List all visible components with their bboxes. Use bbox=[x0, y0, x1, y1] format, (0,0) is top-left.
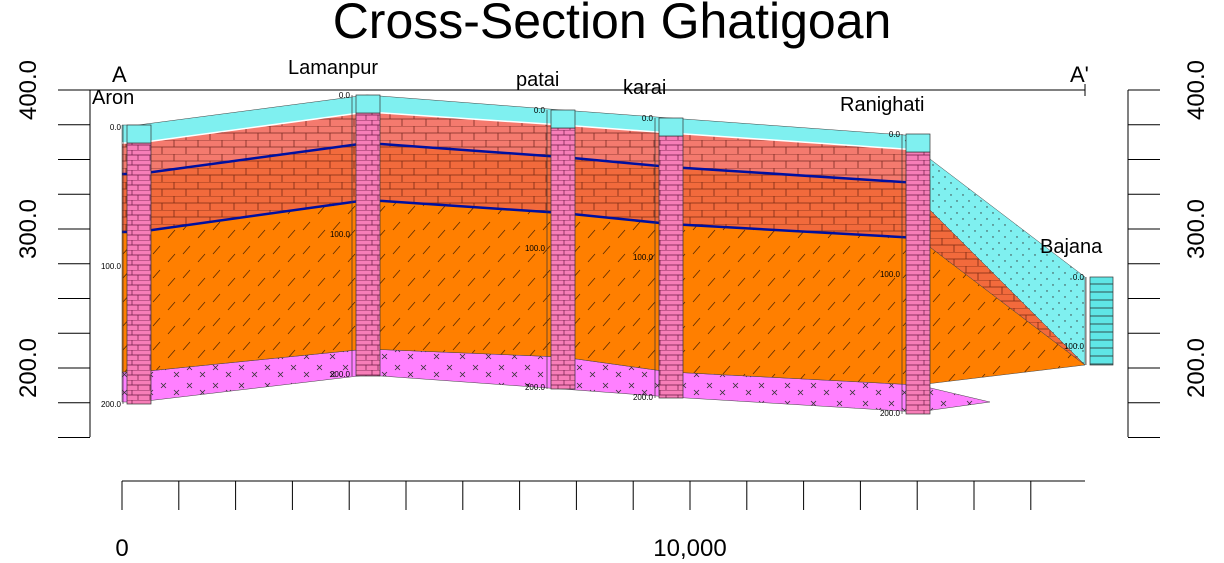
section-start: A bbox=[112, 62, 127, 87]
strata bbox=[121, 94, 1086, 413]
depth-label: 100.0 bbox=[1064, 342, 1085, 351]
depth-label: 0.0 bbox=[339, 91, 351, 100]
distance-label: 0 bbox=[115, 535, 128, 562]
axes: 400.0 300.0 200.0 400.0 300.0 200.0 0 10,000 bbox=[15, 60, 1210, 562]
wells: Aron 0.0 100.0 200.0 Lamanpur 0.0 100.0 200.0 pa… bbox=[92, 57, 1114, 418]
well-column bbox=[126, 142, 152, 405]
right-label: 300.0 bbox=[1183, 199, 1210, 259]
right-label: 200.0 bbox=[1183, 338, 1210, 398]
well-cap bbox=[905, 133, 931, 153]
well-column bbox=[550, 127, 576, 390]
well-cap bbox=[658, 117, 684, 137]
left-label: 400.0 bbox=[15, 60, 42, 120]
distance-label: 10,000 bbox=[653, 535, 726, 562]
section-end: A' bbox=[1070, 62, 1089, 87]
depth-label: 0.0 bbox=[889, 130, 901, 139]
well-name: Ranighati bbox=[840, 94, 925, 116]
depth-label: 200.0 bbox=[880, 409, 901, 418]
well-name: Bajana bbox=[1040, 236, 1103, 258]
depth-label: 0.0 bbox=[1073, 273, 1085, 282]
depth-label: 100.0 bbox=[525, 244, 546, 253]
left-label: 300.0 bbox=[15, 199, 42, 259]
depth-label: 0.0 bbox=[110, 123, 122, 132]
depth-label: 100.0 bbox=[880, 270, 901, 279]
well-name: Lamanpur bbox=[288, 57, 378, 79]
depth-label: 200.0 bbox=[330, 370, 351, 379]
depth-label: 100.0 bbox=[330, 230, 351, 239]
well-column bbox=[905, 151, 931, 415]
title: Cross-Section Ghatigoan bbox=[333, 0, 892, 49]
well-cap bbox=[550, 109, 576, 129]
depth-label: 100.0 bbox=[101, 262, 122, 271]
left-label: 200.0 bbox=[15, 338, 42, 398]
depth-label: 0.0 bbox=[642, 114, 654, 123]
well-column bbox=[355, 112, 381, 377]
depth-label: 200.0 bbox=[633, 393, 654, 402]
well-column bbox=[1089, 276, 1114, 366]
depth-label: 0.0 bbox=[534, 106, 546, 115]
well-name: karai bbox=[623, 77, 666, 99]
well-name: patai bbox=[516, 69, 559, 91]
depth-label: 100.0 bbox=[633, 253, 654, 262]
depth-label: 200.0 bbox=[525, 383, 546, 392]
depth-label: 200.0 bbox=[101, 400, 122, 409]
right-label: 400.0 bbox=[1183, 60, 1210, 120]
well-cap bbox=[126, 124, 152, 144]
well-name: Aron bbox=[92, 87, 134, 109]
well-column bbox=[658, 135, 684, 399]
well-cap bbox=[355, 94, 381, 114]
